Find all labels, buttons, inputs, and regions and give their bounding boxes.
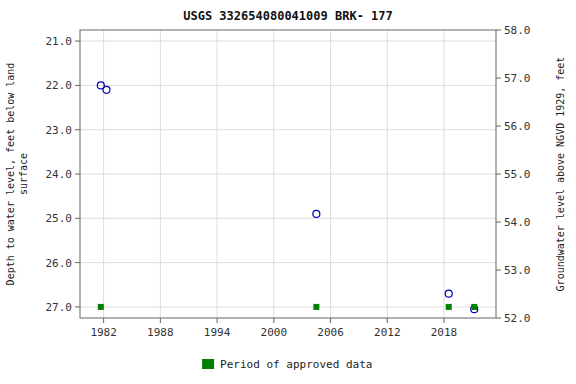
x-tick — [103, 318, 104, 323]
y-tick-label: 23.0 — [46, 124, 73, 137]
x-tick-label: 1982 — [90, 326, 117, 339]
grid-line — [80, 41, 496, 42]
grid-line — [80, 306, 496, 307]
circle-point — [445, 290, 452, 297]
y2-tick-label: 53.0 — [504, 264, 531, 277]
y2-tick-label: 52.0 — [504, 312, 531, 325]
y2-tick — [496, 78, 501, 79]
y2-tick-label: 55.0 — [504, 168, 531, 181]
y-tick-label: 21.0 — [46, 35, 73, 48]
x-tick-label: 2006 — [317, 326, 344, 339]
y-axis-label: Depth to water level, feet below landsur… — [5, 63, 29, 286]
plot-frame — [80, 30, 496, 318]
legend: Period of approved data — [202, 358, 372, 371]
y2-tick-label: 56.0 — [504, 120, 531, 133]
x-tick — [330, 318, 331, 323]
y2-tick — [496, 126, 501, 127]
y-tick — [75, 41, 80, 42]
y2-tick-label: 58.0 — [504, 24, 531, 37]
circle-point — [313, 210, 320, 217]
y-tick-label: 22.0 — [46, 79, 73, 92]
y2-tick-label: 54.0 — [504, 216, 531, 229]
legend-label: Period of approved data — [220, 358, 372, 371]
axes: 1982 1988 1994 2000 2006 2012 2018 21.0 22.0 23.0… — [46, 24, 531, 339]
x-tick-label: 1994 — [204, 326, 231, 339]
x-tick-label: 2000 — [261, 326, 288, 339]
circle-point — [103, 86, 110, 93]
title: USGS 332654080041009 BRK- 177 — [183, 9, 393, 23]
y2-tick — [496, 318, 501, 319]
grid-line — [80, 174, 496, 175]
grid-line — [80, 262, 496, 263]
x-tick — [160, 318, 161, 323]
x-tick-label: 1988 — [147, 326, 174, 339]
grid-line — [80, 85, 496, 86]
x-tick — [217, 318, 218, 323]
y-tick — [75, 85, 80, 86]
y-tick-label: 25.0 — [46, 212, 73, 225]
x-tick-label: 2018 — [431, 326, 458, 339]
y2-tick-label: 57.0 — [504, 72, 531, 85]
y-tick-label: 26.0 — [46, 257, 73, 270]
y2-tick — [496, 30, 501, 31]
series — [97, 82, 477, 313]
chart: 1982 1988 1994 2000 2006 2012 2018 21.0 22.0 23.0… — [0, 0, 576, 384]
legend-swatch — [202, 359, 214, 369]
grid-line — [80, 218, 496, 219]
x-tick — [444, 318, 445, 323]
x-tick — [387, 318, 388, 323]
square-point — [471, 304, 477, 310]
series — [98, 304, 477, 310]
square-point — [446, 304, 452, 310]
marks — [97, 82, 477, 313]
x-tick-label: 2012 — [374, 326, 401, 339]
y-tick-label: 24.0 — [46, 168, 73, 181]
y-tick — [75, 218, 80, 219]
square-point — [98, 304, 104, 310]
y-tick — [75, 262, 80, 263]
square-point — [313, 304, 319, 310]
y2-tick — [496, 270, 501, 271]
y2-tick — [496, 174, 501, 175]
y2-tick — [496, 222, 501, 223]
background — [0, 0, 576, 384]
x-tick — [273, 318, 274, 323]
y2-axis-label: Groundwater level above NGVD 1929, feet — [555, 57, 566, 292]
y-tick — [75, 174, 80, 175]
y-tick — [75, 306, 80, 307]
y-tick — [75, 129, 80, 130]
y-tick-label: 27.0 — [46, 301, 73, 314]
grid-line — [80, 129, 496, 130]
grid — [80, 30, 496, 318]
